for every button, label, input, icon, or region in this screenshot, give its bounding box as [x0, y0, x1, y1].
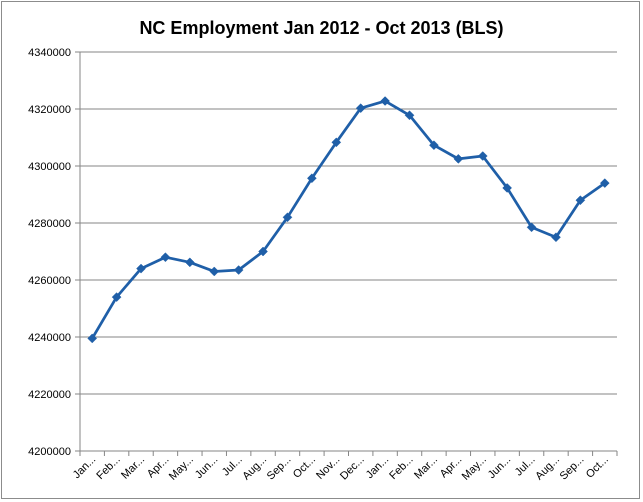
y-tick-label: 4300000: [28, 161, 71, 173]
x-tick-label: Mar...: [412, 454, 440, 482]
data-point: [307, 173, 317, 184]
data-point: [502, 183, 513, 193]
data-point: [111, 292, 122, 302]
y-tick-label: 4260000: [28, 275, 71, 287]
data-point: [87, 333, 98, 344]
data-point: [575, 195, 586, 206]
y-tick-label: 4340000: [28, 47, 71, 59]
x-tick-label: Oct...: [584, 454, 611, 481]
x-tick-label: Sep...: [558, 454, 587, 483]
series-layer: [87, 96, 610, 344]
data-point: [136, 263, 146, 274]
data-point: [160, 252, 171, 263]
x-tick-label: Jun...: [486, 454, 514, 482]
x-tick-label: Jan...: [364, 454, 392, 482]
x-axis-tick-labels: Jan...Feb...Mar...Apr...May...Jun... Jul.…: [71, 454, 611, 483]
data-point: [477, 151, 488, 161]
data-point: [233, 265, 244, 275]
data-point: [355, 103, 366, 113]
y-axis-tick-labels: 4200000 4220000 4240000 4260000 4280000 43000…: [28, 47, 71, 458]
x-tick-label: Aug...: [240, 454, 269, 483]
data-point: [599, 178, 610, 188]
data-point: [551, 232, 561, 243]
data-point: [404, 110, 415, 121]
data-point: [209, 266, 220, 277]
x-tick-label: Nov...: [314, 454, 342, 482]
axes: [75, 51, 618, 456]
gridlines: [80, 51, 617, 452]
x-tick-label: Feb...: [94, 454, 122, 482]
x-tick-label: May...: [167, 454, 196, 483]
x-tick-label: May...: [460, 454, 489, 483]
x-tick-label: Feb...: [387, 454, 415, 482]
data-point: [282, 212, 293, 223]
x-tick-label: Mar...: [119, 454, 147, 482]
data-point: [184, 257, 195, 268]
data-point: [429, 140, 439, 151]
series-line: [91, 99, 606, 340]
y-tick-label: 4200000: [28, 446, 71, 458]
y-tick-label: 4320000: [28, 104, 71, 116]
data-point: [526, 222, 537, 233]
data-point: [453, 154, 464, 164]
y-tick-label: 4240000: [28, 332, 71, 344]
data-point: [258, 246, 268, 257]
x-tick-label: Aug...: [533, 454, 562, 483]
x-tick-label: Jan...: [71, 454, 99, 482]
y-tick-label: 4220000: [28, 389, 71, 401]
x-tick-label: Oct...: [291, 454, 318, 481]
y-tick-label: 4280000: [28, 218, 71, 230]
data-point: [380, 96, 390, 106]
data-point: [331, 137, 342, 148]
x-tick-label: Jun...: [193, 454, 221, 482]
chart-title: NC Employment Jan 2012 - Oct 2013 (BLS): [139, 18, 504, 38]
x-tick-label: Sep...: [265, 454, 294, 483]
x-tick-label: Dec...: [338, 454, 367, 483]
